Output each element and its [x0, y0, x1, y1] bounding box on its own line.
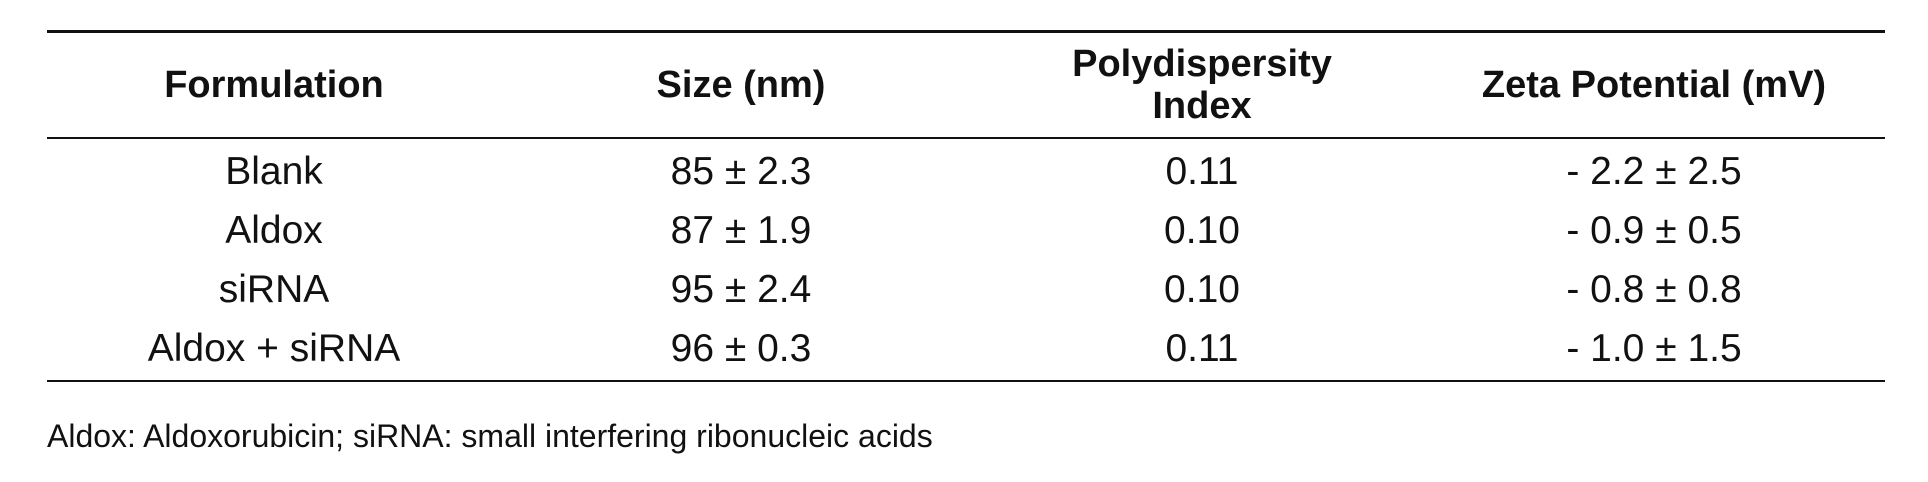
cell-zeta: - 2.2 ± 2.5 [1566, 150, 1742, 193]
table-footnote: Aldox: Aldoxorubicin; siRNA: small inter… [47, 418, 933, 454]
header-formulation: Formulation [164, 64, 384, 106]
cell-pdi: 0.11 [1165, 150, 1239, 193]
cell-size: 87 ± 1.9 [670, 209, 812, 252]
cell-formulation: siRNA [218, 268, 330, 311]
cell-formulation: Blank [225, 150, 323, 193]
cell-pdi: 0.10 [1164, 209, 1240, 252]
cell-pdi: 0.11 [1165, 327, 1239, 370]
cell-formulation: Aldox [225, 209, 323, 252]
formulation-table: Formulation Size (nm) Polydispersity Ind… [47, 30, 1885, 382]
table-row: siRNA 95 ± 2.4 0.10 - 0.8 ± 0.8 [47, 260, 1885, 319]
cell-size: 96 ± 0.3 [670, 327, 812, 370]
formulation-table-container: Formulation Size (nm) Polydispersity Ind… [47, 30, 1885, 382]
header-polydispersity-index: Polydispersity Index [1072, 43, 1332, 127]
cell-zeta: - 0.8 ± 0.8 [1566, 268, 1742, 311]
cell-zeta: - 0.9 ± 0.5 [1566, 209, 1742, 252]
table-row: Aldox + siRNA 96 ± 0.3 0.11 - 1.0 ± 1.5 [47, 319, 1885, 381]
cell-formulation: Aldox + siRNA [147, 327, 401, 370]
cell-pdi: 0.10 [1164, 268, 1240, 311]
header-size: Size (nm) [656, 64, 826, 106]
table-header-row: Formulation Size (nm) Polydispersity Ind… [47, 31, 1885, 138]
cell-zeta: - 1.0 ± 1.5 [1566, 327, 1742, 370]
table-row: Blank 85 ± 2.3 0.11 - 2.2 ± 2.5 [47, 138, 1885, 201]
cell-size: 85 ± 2.3 [670, 150, 812, 193]
header-zeta-potential: Zeta Potential (mV) [1481, 64, 1827, 106]
table-row: Aldox 87 ± 1.9 0.10 - 0.9 ± 0.5 [47, 201, 1885, 260]
cell-size: 95 ± 2.4 [670, 268, 812, 311]
